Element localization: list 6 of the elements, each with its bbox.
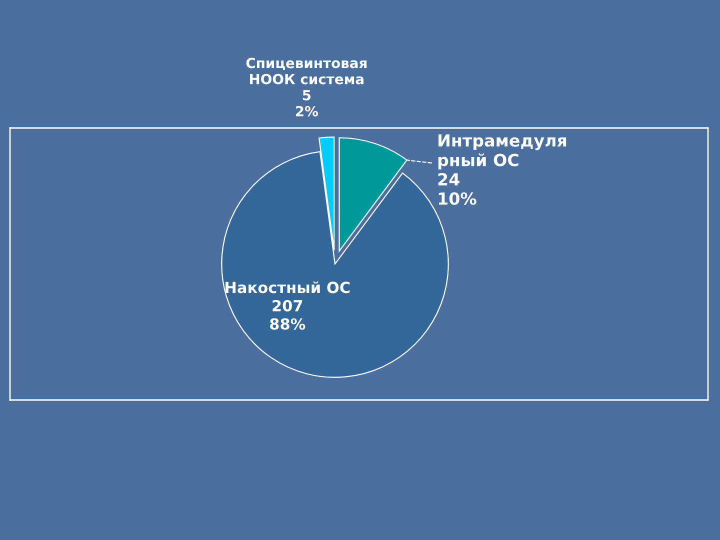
slice-label: Спицевинтовая НООК система xyxy=(246,58,367,84)
data-label: 207 88% xyxy=(270,300,306,330)
data-label: 24 10% xyxy=(438,172,476,205)
slice-label: Накостный ОС xyxy=(226,281,350,294)
slice-label: Интрамедуля рный ОС xyxy=(438,134,566,170)
data-label: 5 2% xyxy=(296,90,318,116)
